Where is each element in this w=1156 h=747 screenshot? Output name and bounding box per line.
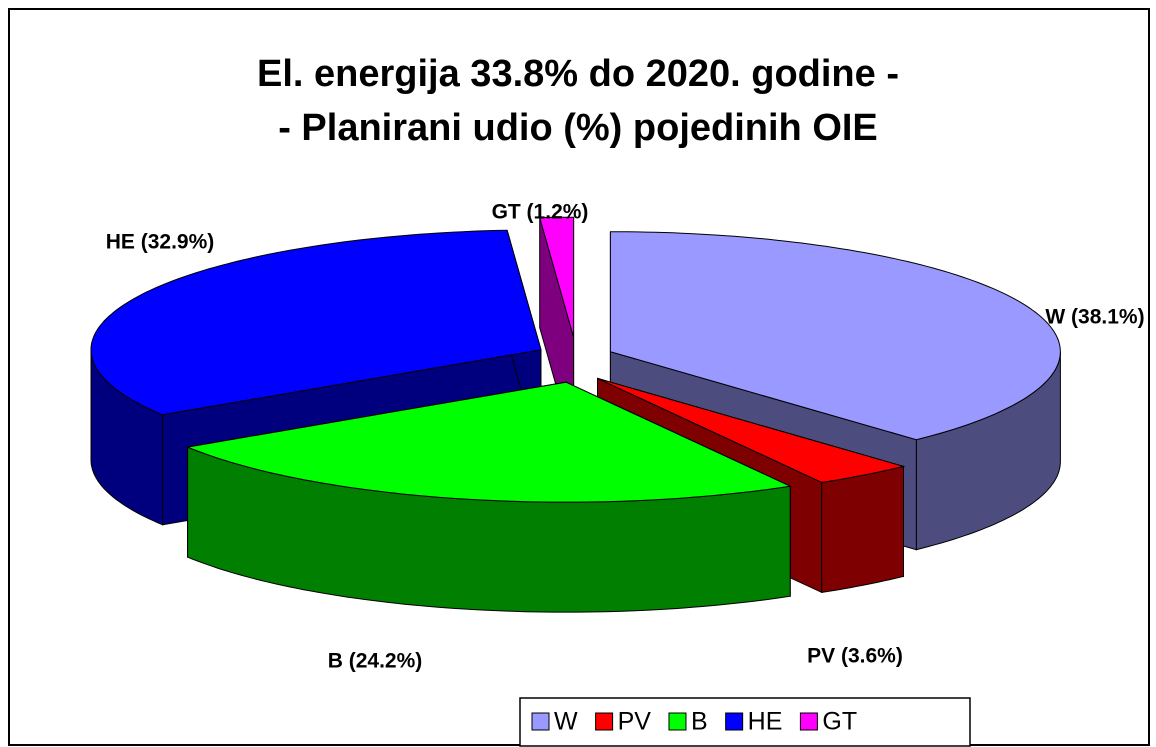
legend: W PV B HE GT xyxy=(519,697,971,747)
chart-title: El. energija 33.8% do 2020. godine - xyxy=(257,53,899,95)
data-label: HE (32.9%) xyxy=(106,231,215,254)
slice xyxy=(597,377,906,483)
chart-title: - Planirani udio (%) pojedinih OIE xyxy=(278,107,878,149)
legend-swatch xyxy=(725,712,744,731)
data-label: GT (1.2%) xyxy=(492,201,589,224)
slice-side xyxy=(821,465,904,593)
legend-box xyxy=(519,697,971,747)
slice xyxy=(609,231,1061,441)
data-labels: W (38.1%) PV (3.6%) B (24.2%) HE (32.9%) GT … xyxy=(106,201,1145,673)
legend-swatch xyxy=(595,712,614,731)
legend-swatch xyxy=(531,712,550,731)
legend-label: GT xyxy=(822,708,857,736)
legend-label: HE xyxy=(748,708,783,736)
pie-tops xyxy=(90,216,1061,503)
slice xyxy=(539,216,575,338)
slice xyxy=(90,229,542,416)
legend-label: W xyxy=(554,708,578,736)
slice xyxy=(185,381,792,503)
legend-swatch xyxy=(668,712,687,731)
data-label: B (24.2%) xyxy=(328,650,423,673)
legend-label: B xyxy=(691,708,708,736)
legend-label: PV xyxy=(618,708,652,736)
legend-swatch xyxy=(799,712,818,731)
data-label: PV (3.6%) xyxy=(807,645,903,668)
data-label: W (38.1%) xyxy=(1045,306,1144,329)
